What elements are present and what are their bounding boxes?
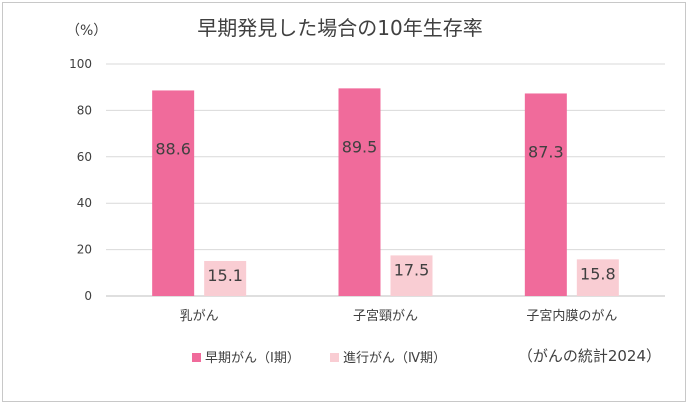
bar-group xyxy=(152,88,619,297)
bar-advanced-1 xyxy=(390,255,433,296)
bar-advanced-2 xyxy=(576,259,619,296)
y-tick-label: 40 xyxy=(77,196,92,210)
bar-early-1 xyxy=(338,88,381,296)
legend-label: 進行がん（Ⅳ期） xyxy=(343,351,446,366)
y-tick-label: 20 xyxy=(77,243,92,257)
chart-title: 早期発見した場合の10年生存率 xyxy=(197,16,482,40)
data-labels: 88.6 15.1 89.5 17.5 87.3 15.8 xyxy=(155,137,615,285)
legend-swatch xyxy=(330,353,339,362)
bar-early-2 xyxy=(524,93,567,297)
x-category-labels: 乳がん 子宮頸がん 子宮内膜のがん xyxy=(180,308,618,324)
data-label: 17.5 xyxy=(394,260,430,279)
legend-label: 早期がん（Ⅰ期） xyxy=(205,351,300,366)
y-tick-label: 100 xyxy=(69,57,92,71)
bar-advanced-0 xyxy=(204,260,247,296)
y-tick-label: 0 xyxy=(84,289,92,303)
y-unit-label: （%） xyxy=(66,23,107,39)
x-category-label: 乳がん xyxy=(180,309,219,324)
data-label: 15.1 xyxy=(207,266,243,285)
bar-early-0 xyxy=(152,90,195,296)
data-label: 15.8 xyxy=(580,264,616,283)
y-tick-labels: 0 20 40 60 80 100 xyxy=(69,57,92,303)
source-note: （がんの統計2024） xyxy=(518,347,661,365)
data-label: 87.3 xyxy=(528,142,564,161)
data-label: 89.5 xyxy=(342,137,378,156)
data-label: 88.6 xyxy=(155,139,191,158)
y-tick-label: 60 xyxy=(77,150,92,164)
x-category-label: 子宮頸がん xyxy=(353,308,418,324)
x-category-label: 子宮内膜のがん xyxy=(526,308,617,324)
gridlines xyxy=(106,63,665,297)
legend: 早期がん（Ⅰ期） 進行がん（Ⅳ期） xyxy=(192,351,446,366)
legend-swatch xyxy=(192,353,201,362)
y-tick-label: 80 xyxy=(77,103,92,117)
